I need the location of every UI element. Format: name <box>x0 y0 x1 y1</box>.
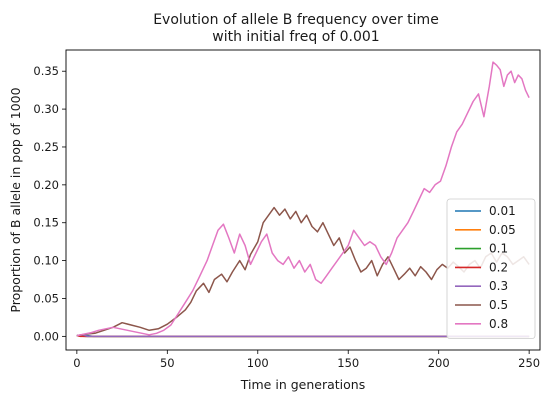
plot-area <box>76 61 530 338</box>
legend-label: 0.2 <box>489 260 508 274</box>
y-tick-label: 0.05 <box>33 291 59 305</box>
chart-title-line-1: Evolution of allele B frequency over tim… <box>153 12 439 28</box>
legend-label: 0.1 <box>489 242 508 256</box>
x-tick-label: 150 <box>337 356 359 370</box>
legend-label: 0.3 <box>489 279 508 293</box>
y-tick-label: 0.20 <box>33 178 59 192</box>
x-axis-label: Time in generations <box>240 377 365 392</box>
legend-label: 0.01 <box>489 204 516 218</box>
chart-title-line-2: with initial freq of 0.001 <box>212 29 379 45</box>
x-tick-label: 250 <box>518 356 540 370</box>
legend: 0.01 0.05 0.1 0.2 0.3 0.5 0.8 <box>446 198 536 340</box>
legend-label: 0.5 <box>489 298 508 312</box>
y-axis: 0.00 0.05 0.10 0.15 0.20 0.25 0.30 0.35 <box>33 64 66 343</box>
legend-box <box>446 198 536 340</box>
y-tick-label: 0.10 <box>33 254 59 268</box>
legend-label: 0.05 <box>489 223 516 237</box>
y-axis-label: Proportion of B allele in pop of 1000 <box>8 87 23 312</box>
y-tick-label: 0.25 <box>33 140 59 154</box>
series-line-0-8 <box>76 61 530 337</box>
y-tick-label: 0.15 <box>33 216 59 230</box>
x-tick-label: 0 <box>73 356 80 370</box>
y-tick-label: 0.35 <box>33 64 59 78</box>
y-tick-label: 0.00 <box>33 329 59 343</box>
x-tick-label: 100 <box>247 356 269 370</box>
x-tick-label: 200 <box>428 356 450 370</box>
x-axis: 0 50 100 150 200 250 <box>73 350 540 370</box>
y-tick-label: 0.30 <box>33 102 59 116</box>
legend-label: 0.8 <box>489 317 508 331</box>
plot-frame <box>65 49 541 351</box>
x-tick-label: 50 <box>160 356 175 370</box>
